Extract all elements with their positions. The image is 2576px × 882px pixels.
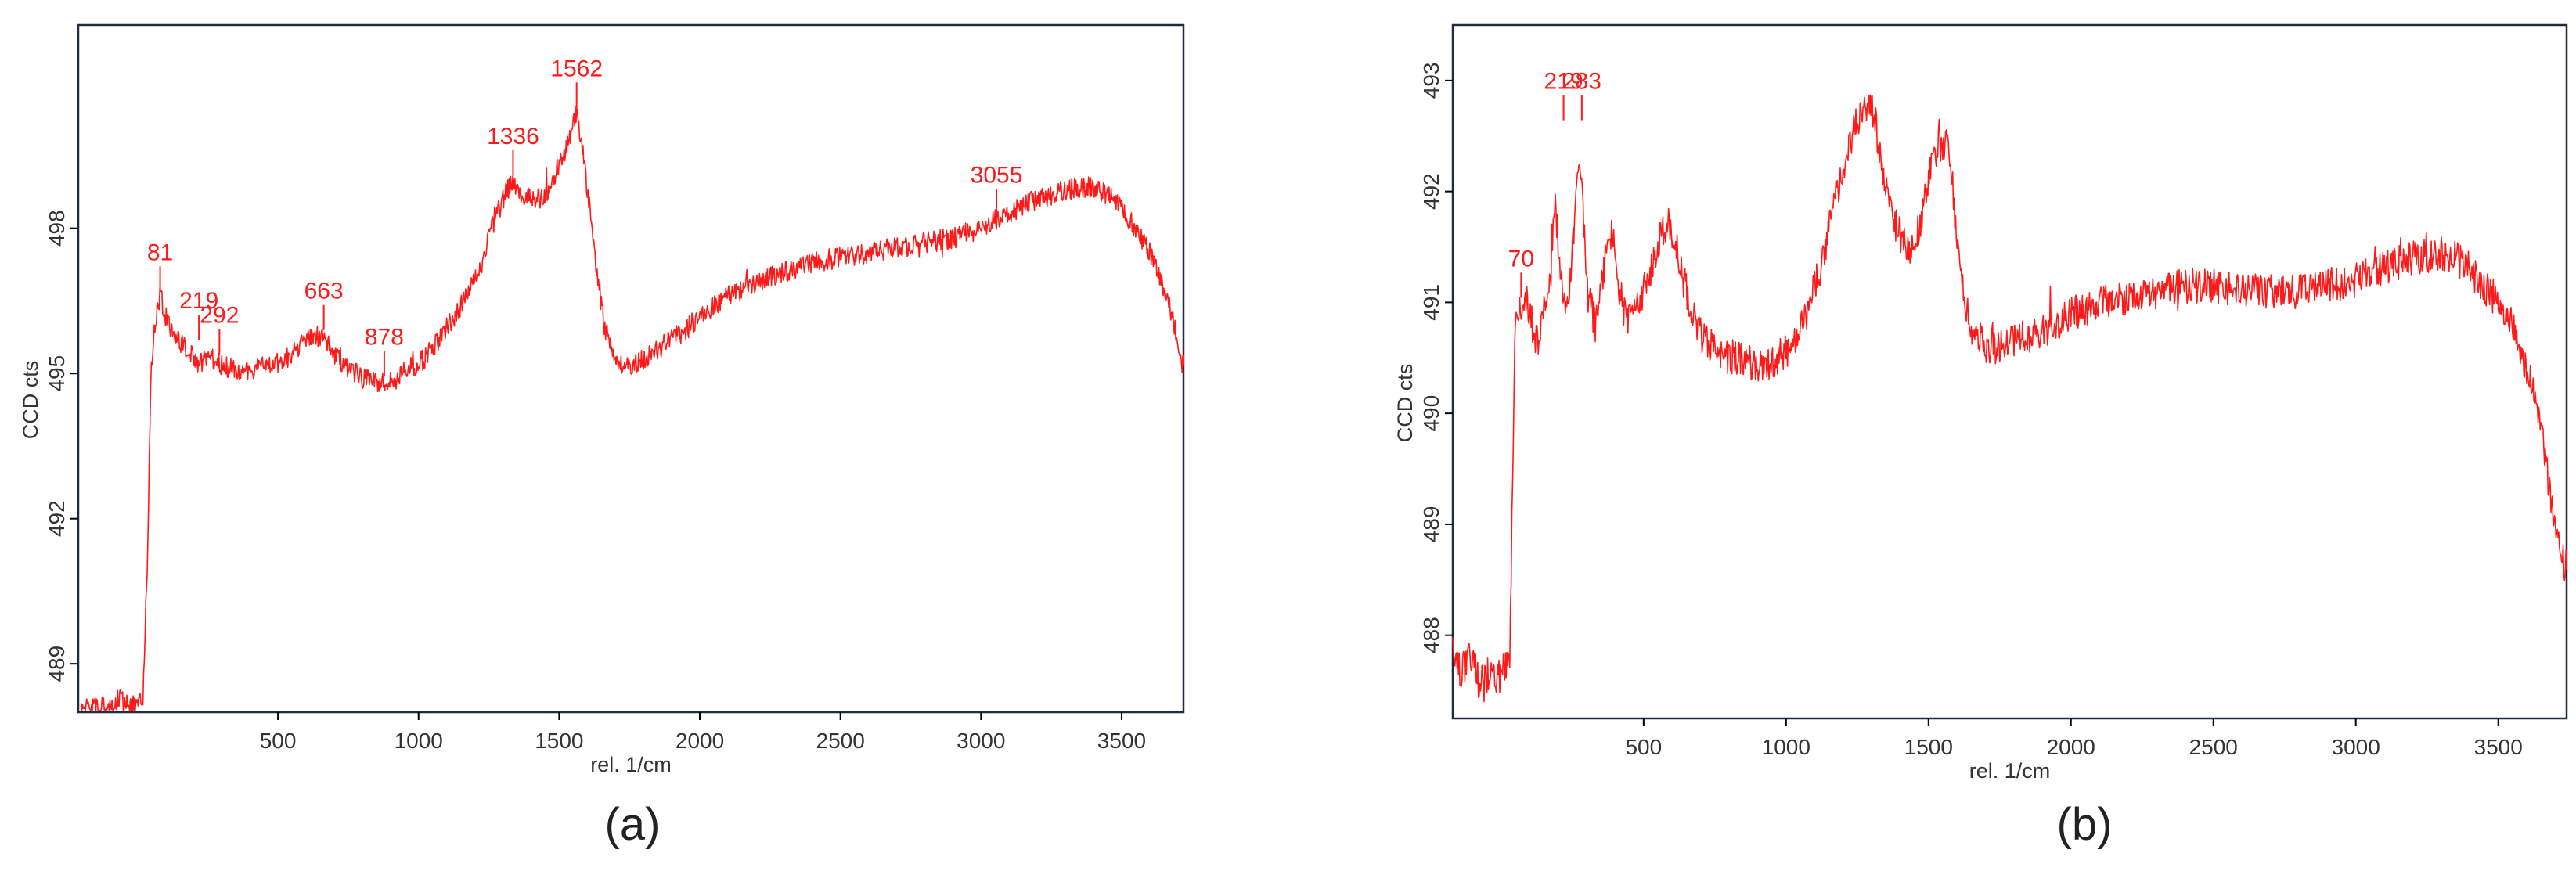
- chart-panel-b: 500 1000 1500 2000 2500 3000 3500 488 489 490 491 4…: [1288, 0, 2576, 878]
- x-tick-label: 3000: [2332, 735, 2380, 759]
- x-axis-label: rel. 1/cm: [590, 753, 672, 776]
- x-axis-label: rel. 1/cm: [1969, 759, 2051, 783]
- x-tick-label: 2000: [676, 729, 724, 753]
- peak-label: 663: [304, 279, 344, 304]
- y-tick-label: 490: [1419, 395, 1443, 432]
- chart-panel-a: 500 1000 1500 2000 2500 3000 3500 489 492 495 498 r…: [0, 0, 1288, 878]
- x-tick-label: 3000: [957, 729, 1005, 753]
- y-tick-label: 498: [45, 210, 69, 247]
- y-tick-label: 489: [1419, 506, 1443, 543]
- x-tick-label: 500: [1625, 735, 1662, 759]
- peak-label: 878: [365, 324, 404, 350]
- plot-frame: [1451, 23, 2568, 720]
- x-tick-label: 1500: [1904, 735, 1953, 759]
- chart-b: 500 1000 1500 2000 2500 3000 3500 488 489 490 491 4…: [1393, 23, 2568, 783]
- y-tick-label: 491: [1419, 284, 1443, 321]
- peak-label: 283: [1562, 69, 1601, 95]
- peak-label: 219: [1544, 69, 1583, 95]
- x-tick-label: 2500: [816, 729, 865, 753]
- panel-caption-a: (a): [604, 799, 661, 850]
- peak-label: 3055: [971, 162, 1023, 188]
- y-tick-label: 489: [45, 646, 69, 682]
- peak-label: 81: [147, 239, 173, 265]
- spectrum-line: [80, 106, 1184, 711]
- x-tick-label: 2500: [2189, 735, 2238, 759]
- spectrum-line: [1452, 94, 2567, 703]
- peak-label: 292: [200, 303, 239, 329]
- peak-label: 1336: [487, 124, 539, 149]
- y-tick-label: 492: [45, 500, 69, 537]
- y-tick-label: 493: [1419, 63, 1443, 99]
- y-tick-label: 495: [45, 355, 69, 392]
- x-tick-label: 3500: [1097, 729, 1146, 753]
- x-tick-label: 3500: [2474, 735, 2523, 759]
- x-tick-label: 1000: [395, 729, 443, 753]
- x-tick-label: 1500: [535, 729, 583, 753]
- x-tick-label: 2000: [2047, 735, 2095, 759]
- x-tick-label: 1000: [1762, 735, 1810, 759]
- y-tick-label: 488: [1419, 617, 1443, 653]
- y-tick-label: 492: [1419, 173, 1443, 210]
- chart-a: 500 1000 1500 2000 2500 3000 3500 489 492 495 498 r…: [19, 23, 1185, 776]
- peak-label: 1562: [550, 56, 603, 81]
- panel-caption-b: (b): [2056, 799, 2113, 850]
- peak-label: 219: [179, 288, 218, 314]
- peak-label: 70: [1508, 246, 1534, 272]
- y-axis-label: CCD cts: [1393, 364, 1417, 443]
- x-tick-label: 500: [260, 729, 297, 753]
- y-axis-label: CCD cts: [19, 361, 42, 440]
